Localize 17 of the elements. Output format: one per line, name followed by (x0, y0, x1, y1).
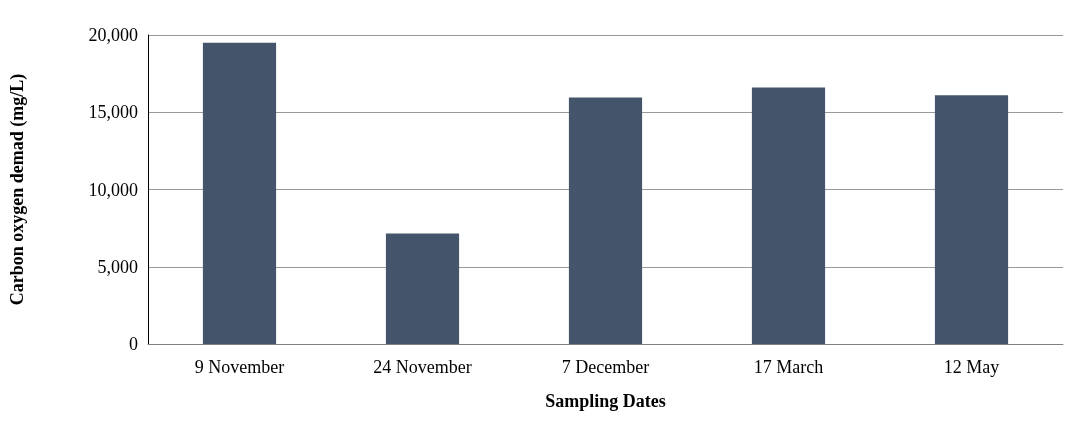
y-tick-label: 10,000 (88, 179, 138, 200)
bar (751, 87, 826, 344)
x-tick-label: 24 November (373, 357, 472, 377)
x-axis-title: Sampling Dates (545, 391, 666, 411)
y-tick-label: 5,000 (97, 256, 138, 277)
bar (202, 42, 277, 344)
bar (568, 97, 643, 344)
y-tick-label: 20,000 (88, 25, 138, 45)
y-tick-label: 0 (129, 334, 138, 354)
bar (385, 233, 460, 344)
y-tick-label: 15,000 (88, 102, 138, 123)
bar (934, 95, 1009, 344)
x-tick-label: 12 May (943, 357, 1000, 377)
x-tick-label: 17 March (753, 357, 824, 377)
y-axis-title: Carbon oxygen demad (mg/L) (7, 73, 28, 306)
x-tick-label: 9 November (194, 357, 285, 377)
x-tick-label: 7 December (561, 357, 650, 377)
